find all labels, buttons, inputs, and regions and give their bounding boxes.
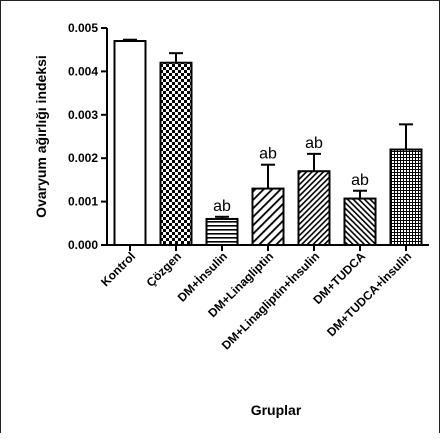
significance-label: ab bbox=[213, 198, 231, 215]
y-axis-title: Ovaryum ağırlığı indeksi bbox=[33, 55, 49, 218]
y-tick-label: 0.002 bbox=[68, 151, 98, 165]
significance-label: ab bbox=[259, 146, 277, 163]
bar-3 bbox=[205, 217, 239, 247]
y-tick-label: 0.005 bbox=[68, 21, 98, 35]
x-tick-label: Çözgen bbox=[144, 249, 185, 290]
y-tick-label: 0.004 bbox=[68, 64, 98, 78]
significance-label: ab bbox=[305, 135, 323, 152]
x-tick-label: Kontrol bbox=[98, 249, 138, 289]
y-tick-label: 0.000 bbox=[68, 238, 98, 252]
y-tick-label: 0.001 bbox=[68, 195, 98, 209]
bar-4 bbox=[251, 187, 285, 246]
bar-6 bbox=[343, 197, 377, 246]
x-axis-title: Gruplar bbox=[251, 402, 302, 418]
bar-1 bbox=[113, 40, 147, 246]
bar-5 bbox=[297, 170, 331, 246]
y-tick-label: 0.003 bbox=[68, 108, 98, 122]
significance-label: ab bbox=[351, 172, 369, 189]
x-tick-label: DM+TUDCA+İnsulin bbox=[323, 249, 414, 340]
bar-7 bbox=[389, 148, 423, 247]
bar-2 bbox=[159, 61, 193, 246]
